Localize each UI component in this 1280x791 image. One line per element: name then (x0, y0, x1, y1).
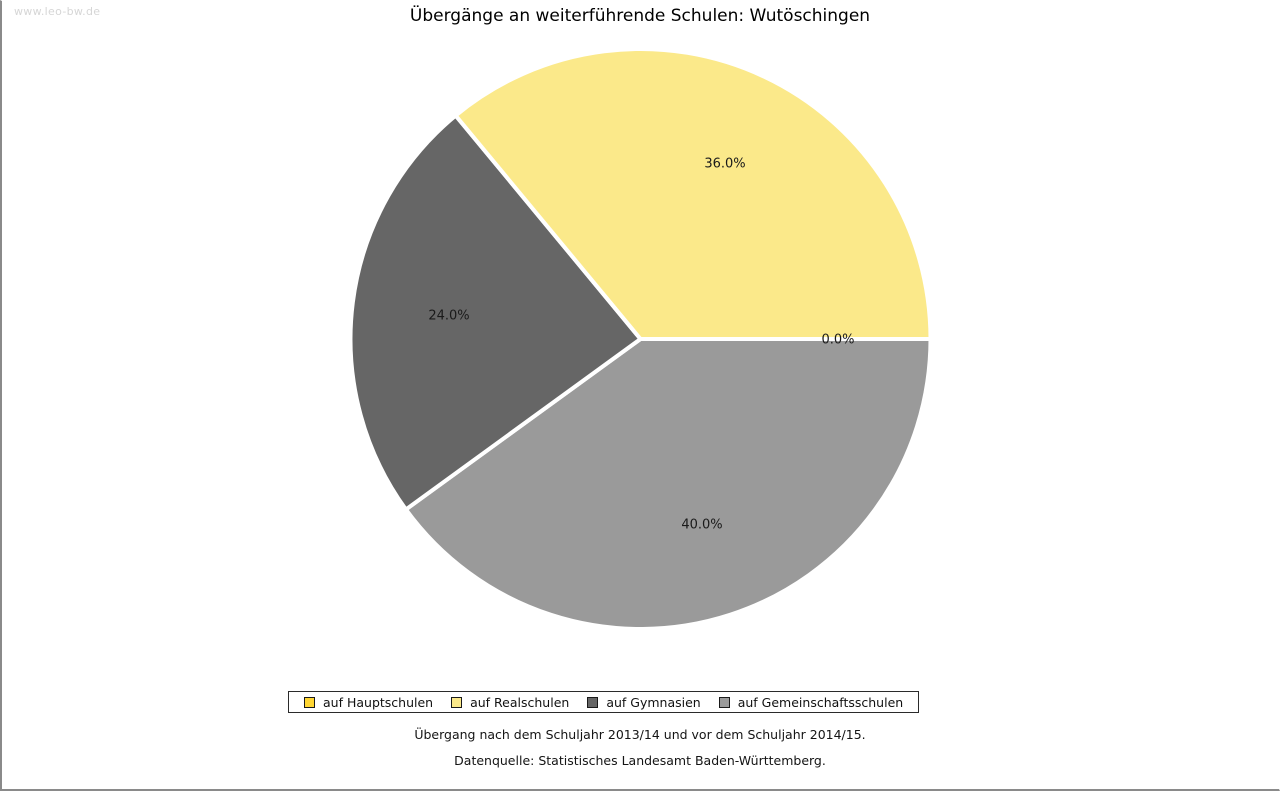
footnote-period: Übergang nach dem Schuljahr 2013/14 und … (414, 727, 866, 742)
legend-item-1[interactable]: auf Realschulen (442, 692, 578, 712)
chart-legend: auf Hauptschulen auf Realschulen auf Gymna… (288, 691, 920, 713)
pie-slice (453, 47, 933, 341)
legend-item-0[interactable]: auf Hauptschulen (295, 692, 442, 712)
pie-chart-svg (348, 47, 933, 631)
pie-chart: 0.0% 36.0% 24.0% 40.0% (2, 1, 1278, 681)
footnote-source: Datenquelle: Statistisches Landesamt Bad… (454, 753, 826, 768)
page-title: Übergänge an weiterführende Schulen: Wut… (409, 6, 871, 26)
pie-slice-value-label: 24.0% (428, 308, 470, 324)
legend-color-swatch-icon (451, 696, 463, 708)
pie-slice-value-label: 40.0% (681, 517, 723, 533)
pie-slice (348, 113, 643, 512)
legend-color-swatch-icon (304, 696, 315, 708)
legend-item-label: auf Realschulen (470, 694, 570, 710)
pie-slice-group (348, 47, 933, 631)
legend-item-label: auf Gymnasien (606, 694, 701, 710)
legend-item-3[interactable]: auf Gemeinschaftsschulen (710, 692, 912, 712)
legend-color-swatch-icon (587, 696, 599, 708)
watermark-text: www.leo-bw.de (14, 5, 101, 18)
legend-item-label: auf Gemeinschaftsschulen (737, 694, 904, 710)
legend-color-swatch-icon (718, 696, 730, 708)
pie-slice-value-label: 36.0% (704, 156, 746, 172)
legend-item-label: auf Hauptschulen (323, 694, 434, 710)
legend-item-2[interactable]: auf Gymnasien (578, 692, 709, 712)
pie-slice-value-label: 0.0% (821, 332, 855, 348)
pie-slice (403, 337, 933, 631)
